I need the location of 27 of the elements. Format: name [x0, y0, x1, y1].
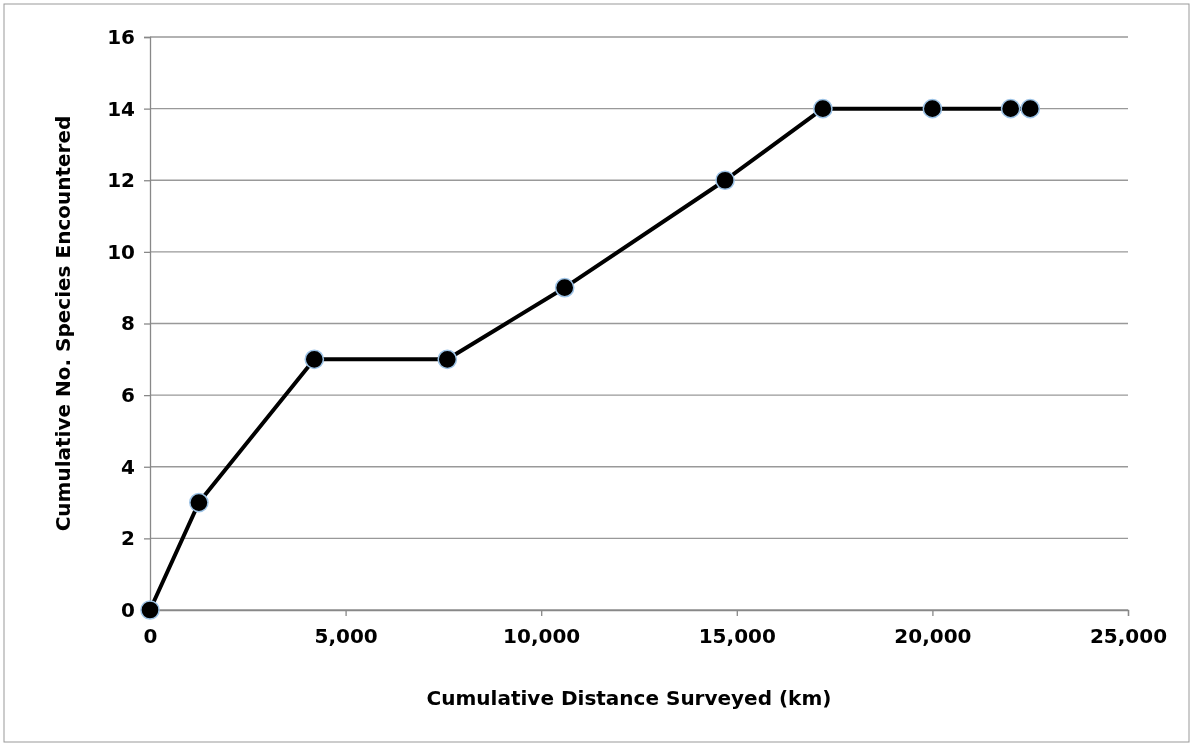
- x-tick-label: 15,000: [698, 624, 776, 648]
- point: [715, 170, 735, 191]
- x-tick-label: 0: [143, 624, 158, 648]
- point: [813, 98, 833, 119]
- point: [922, 98, 943, 119]
- point: [189, 492, 209, 513]
- point: [554, 277, 575, 298]
- y-tick-label: 14: [107, 96, 135, 121]
- x-tick-label: 5,000: [314, 624, 378, 648]
- point: [1000, 98, 1021, 119]
- x-tick-label: 10,000: [503, 624, 581, 648]
- x-axis-title: Cumulative Distance Surveyed (km): [426, 686, 832, 710]
- point: [437, 349, 458, 370]
- x-tick-label: 25,000: [1089, 624, 1168, 648]
- point: [140, 600, 160, 620]
- x-tick-label: 20,000: [894, 624, 972, 648]
- y-tick-label: 8: [121, 311, 135, 336]
- point: [304, 349, 325, 370]
- y-tick-label: 6: [121, 383, 135, 408]
- y-tick-label: 16: [107, 24, 135, 49]
- point: [1020, 98, 1041, 119]
- y-tick-label: 12: [107, 168, 135, 193]
- y-tick-label: 2: [121, 526, 135, 551]
- y-tick-label: 4: [121, 454, 135, 479]
- y-tick-label: 0: [121, 597, 135, 622]
- y-tick-label: 10: [107, 239, 135, 264]
- y-axis-title: Cumulative No. Species Encountered: [51, 115, 75, 532]
